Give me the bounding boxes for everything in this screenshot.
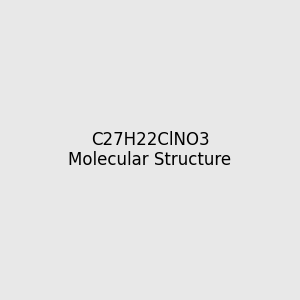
- Text: C27H22ClNO3
Molecular Structure: C27H22ClNO3 Molecular Structure: [68, 130, 232, 170]
